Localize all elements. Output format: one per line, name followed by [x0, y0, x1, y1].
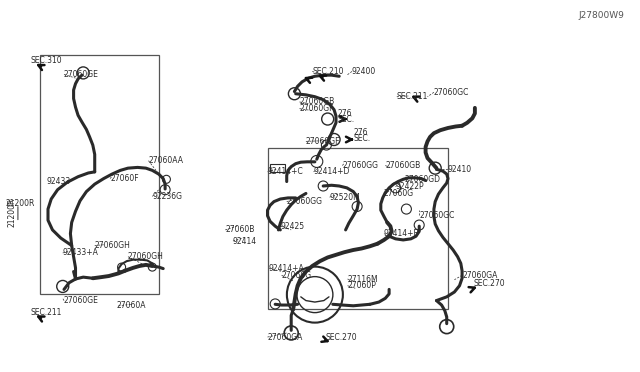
Text: 276: 276 — [338, 109, 353, 118]
Text: 92520M: 92520M — [330, 193, 360, 202]
Text: J27800W9: J27800W9 — [578, 11, 624, 20]
Text: 27060GH: 27060GH — [128, 252, 164, 261]
Text: 27060G: 27060G — [384, 189, 414, 198]
Text: 92433: 92433 — [46, 177, 70, 186]
Text: 92425: 92425 — [280, 222, 305, 231]
Text: 276: 276 — [353, 128, 368, 137]
Text: 27060B: 27060B — [225, 225, 255, 234]
Text: 27060GB: 27060GB — [300, 97, 335, 106]
Text: 21200R: 21200R — [5, 199, 35, 208]
Bar — [268, 148, 448, 309]
Text: 27060P: 27060P — [348, 281, 376, 290]
Text: SEC.211: SEC.211 — [31, 308, 62, 317]
Text: 27060AA: 27060AA — [148, 156, 184, 165]
Text: 27060GH: 27060GH — [95, 241, 131, 250]
Text: 92422P: 92422P — [396, 182, 424, 191]
Text: SEC.: SEC. — [338, 115, 355, 124]
Text: 92414+D: 92414+D — [314, 167, 350, 176]
Text: 27116M: 27116M — [348, 275, 378, 283]
Text: 21200R: 21200R — [8, 198, 17, 227]
Text: 27060GA: 27060GA — [268, 333, 303, 341]
Text: 92236G: 92236G — [152, 192, 182, 201]
Text: 27060GG: 27060GG — [342, 161, 378, 170]
Text: SEC.270: SEC.270 — [474, 279, 505, 288]
Text: 92400: 92400 — [352, 67, 376, 76]
Bar — [270, 164, 285, 172]
Text: SEC.270: SEC.270 — [325, 333, 356, 341]
Text: SEC.210: SEC.210 — [312, 67, 344, 76]
Text: 27060GG: 27060GG — [287, 197, 323, 206]
Text: 92414+C: 92414+C — [268, 167, 303, 176]
Text: 27060GC: 27060GC — [434, 88, 469, 97]
Text: 27060GF: 27060GF — [300, 104, 334, 113]
Text: 27060F: 27060F — [110, 174, 139, 183]
Text: 27060GE: 27060GE — [64, 296, 99, 305]
Text: SEC.211: SEC.211 — [397, 92, 428, 101]
Text: 27060GE: 27060GE — [64, 70, 99, 79]
Text: 27060A: 27060A — [116, 301, 146, 310]
Text: 92410: 92410 — [448, 165, 472, 174]
Text: SEC.: SEC. — [353, 134, 371, 143]
Text: 27060GF: 27060GF — [306, 137, 340, 146]
Text: 92414: 92414 — [233, 237, 257, 246]
Bar — [40, 55, 159, 294]
Text: 27060GB: 27060GB — [385, 161, 420, 170]
Text: 92414+B: 92414+B — [384, 229, 420, 238]
Text: 92414+A: 92414+A — [269, 264, 305, 273]
Text: SEC.310: SEC.310 — [31, 56, 62, 65]
Text: 27060GC: 27060GC — [419, 211, 454, 219]
Text: 92433+A: 92433+A — [63, 248, 99, 257]
Text: 27060G: 27060G — [282, 271, 312, 280]
Text: 27060GD: 27060GD — [404, 175, 440, 184]
Text: 27060GA: 27060GA — [462, 271, 497, 280]
